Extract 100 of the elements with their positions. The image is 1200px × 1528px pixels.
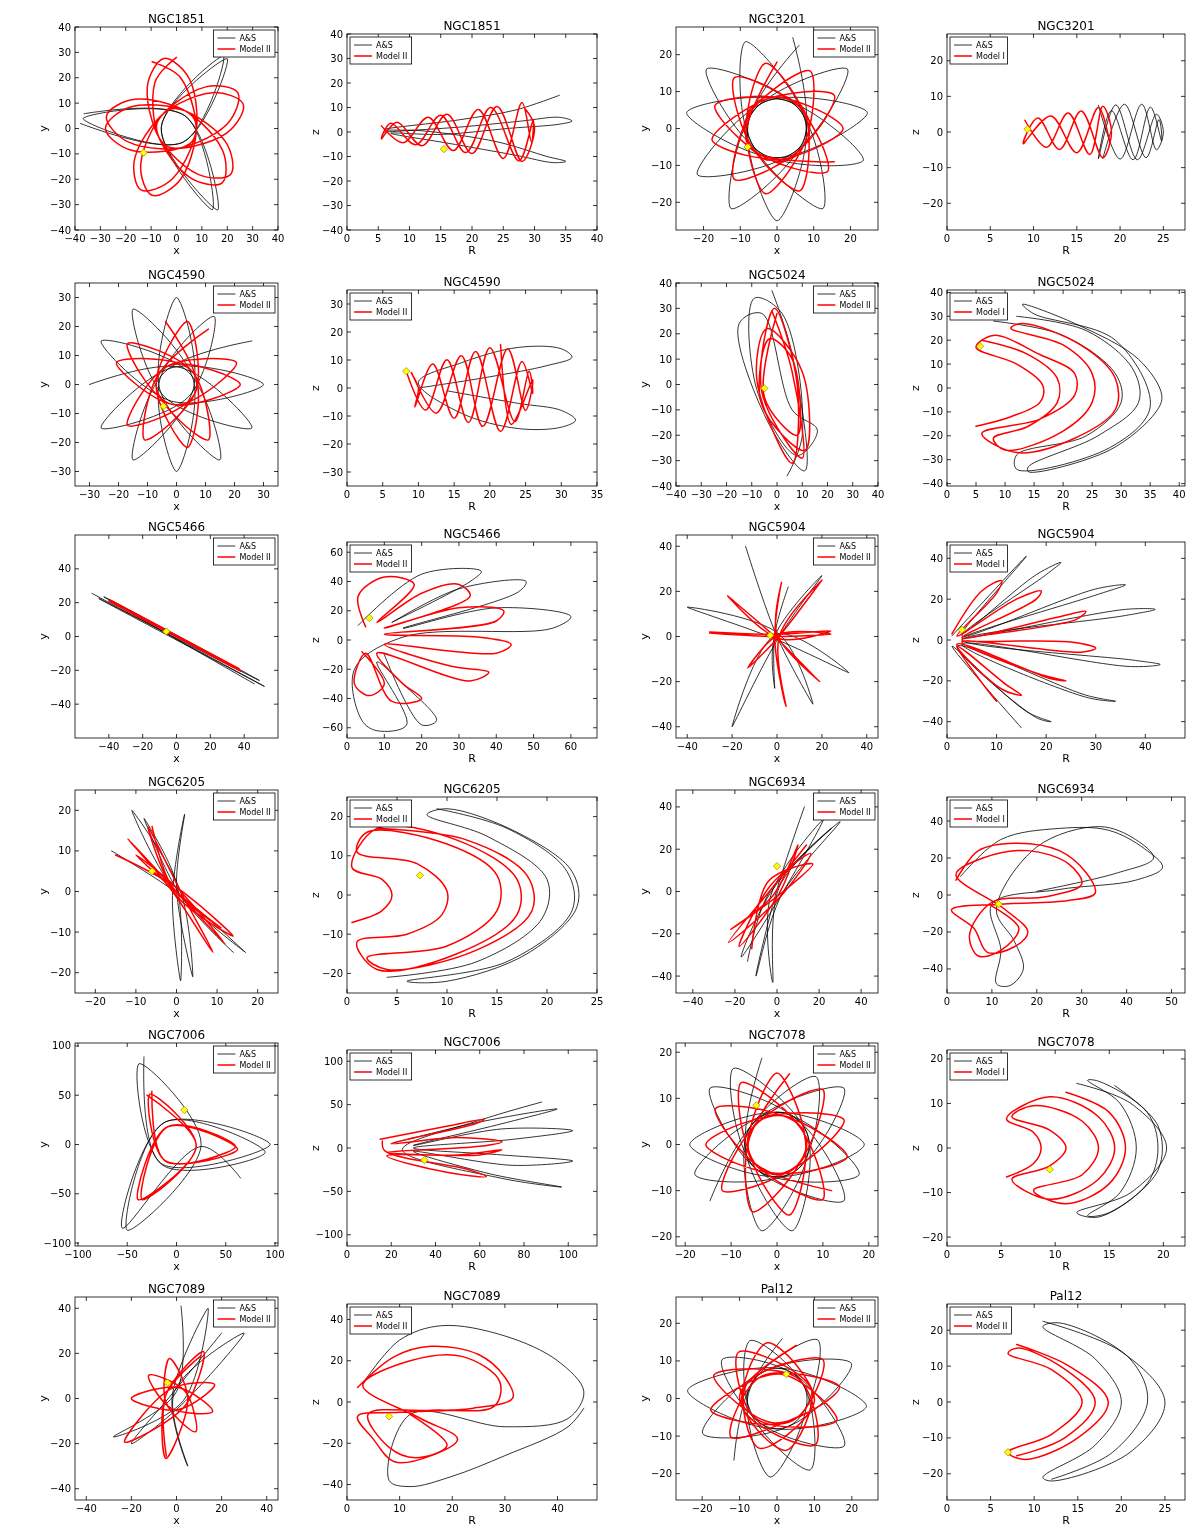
y-tick-label: 40 xyxy=(930,815,943,827)
y-tick-label: 100 xyxy=(323,1055,343,1067)
x-tick-label: 40 xyxy=(590,233,604,244)
y-tick-label: 20 xyxy=(58,72,71,84)
x-axis-title: x xyxy=(773,1514,781,1527)
x-tick-label: −20 xyxy=(132,741,154,752)
y-tick-label: 40 xyxy=(58,21,71,33)
y-tick-label: −30 xyxy=(921,454,943,466)
legend-label: A&S xyxy=(839,541,857,551)
x-tick-label: 20 xyxy=(844,233,857,244)
y-axis-title: z xyxy=(908,1398,922,1405)
legend-label: Model II xyxy=(239,807,271,817)
y-tick-label: −10 xyxy=(49,926,71,938)
line-series xyxy=(711,61,844,195)
x-tick-label: 25 xyxy=(1085,489,1099,500)
legend-label: A&S xyxy=(239,541,257,551)
x-tick-label: 10 xyxy=(377,741,391,752)
y-tick-label: 20 xyxy=(659,1046,672,1058)
x-tick-label: 20 xyxy=(220,233,234,244)
y-tick-label: 40 xyxy=(330,575,343,587)
x-tick-label: 35 xyxy=(1143,489,1157,500)
y-tick-label: 10 xyxy=(58,97,71,109)
x-tick-label: −10 xyxy=(741,489,763,500)
y-tick-label: 100 xyxy=(51,1040,71,1052)
y-tick-label: −20 xyxy=(921,197,943,209)
x-axis-title: R xyxy=(468,244,477,257)
legend-label: A&S xyxy=(976,1310,993,1320)
y-tick-label: −10 xyxy=(650,1185,672,1197)
y-axis-title: y xyxy=(36,887,50,895)
x-tick-label: 30 xyxy=(528,233,541,244)
y-tick-label: −20 xyxy=(650,928,672,940)
y-tick-label: 10 xyxy=(330,850,343,862)
y-tick-label: −20 xyxy=(321,663,343,675)
x-tick-label: 15 xyxy=(1102,1249,1116,1260)
x-tick-label: 20 xyxy=(845,1503,859,1514)
y-tick-label: −10 xyxy=(49,148,71,160)
line-series xyxy=(91,592,265,687)
x-tick-label: −10 xyxy=(729,233,751,244)
y-tick-label: −20 xyxy=(921,926,943,938)
y-tick-label: 0 xyxy=(665,1139,672,1150)
y-axis-title: y xyxy=(36,1140,50,1148)
x-tick-label: 0 xyxy=(173,996,180,1007)
x-tick-label: 20 xyxy=(1157,1249,1170,1260)
y-tick-label: −20 xyxy=(921,1231,943,1243)
legend-label: Model II xyxy=(839,1314,871,1324)
x-tick-label: 0 xyxy=(343,1249,351,1260)
y-tick-label: 0 xyxy=(665,123,672,134)
chart-title: NGC6934 xyxy=(748,775,806,789)
x-axis-title: R xyxy=(1062,1514,1071,1527)
y-tick-label: 40 xyxy=(930,552,943,564)
x-tick-label: 20 xyxy=(1114,1503,1128,1514)
y-axis-title: z xyxy=(908,891,922,898)
y-tick-label: −40 xyxy=(49,1483,71,1495)
y-tick-label: 20 xyxy=(58,804,71,816)
line-series xyxy=(737,290,818,477)
x-axis-title: R xyxy=(1062,500,1071,513)
legend-label: A&S xyxy=(839,1049,857,1059)
y-tick-label: −40 xyxy=(921,478,943,490)
line-series xyxy=(1005,1091,1127,1205)
line-series xyxy=(1042,1320,1166,1482)
x-tick-label: 50 xyxy=(527,741,540,752)
legend-label: A&S xyxy=(976,296,993,306)
x-tick-label: −20 xyxy=(692,233,715,244)
legend-label: Model I xyxy=(976,51,1005,61)
x-tick-label: 20 xyxy=(812,996,826,1007)
x-tick-label: 0 xyxy=(943,741,951,752)
line-series xyxy=(1076,1079,1168,1218)
x-tick-label: 35 xyxy=(590,489,604,500)
x-axis-title: R xyxy=(1062,752,1071,765)
y-tick-label: −30 xyxy=(321,466,343,478)
x-tick-label: 40 xyxy=(237,741,251,752)
x-tick-label: 0 xyxy=(773,741,781,752)
x-tick-label: −50 xyxy=(116,1249,138,1260)
x-tick-label: −30 xyxy=(78,489,101,500)
x-tick-label: 0 xyxy=(943,489,951,500)
x-tick-label: 40 xyxy=(854,996,868,1007)
x-axis-title: x xyxy=(773,500,781,513)
y-tick-label: 20 xyxy=(330,811,343,823)
y-axis-title: z xyxy=(908,636,922,643)
y-tick-label: −50 xyxy=(321,1185,343,1197)
y-tick-label: 0 xyxy=(336,634,343,646)
x-tick-label: 10 xyxy=(440,996,454,1007)
y-tick-label: −20 xyxy=(321,1437,343,1449)
y-tick-label: 20 xyxy=(659,328,672,340)
line-series xyxy=(710,1342,841,1452)
y-tick-label: 0 xyxy=(64,1139,71,1150)
chart-title: NGC5024 xyxy=(1037,275,1095,289)
x-axis-title: R xyxy=(468,752,477,765)
x-tick-label: −20 xyxy=(715,489,738,500)
y-tick-label: 10 xyxy=(330,102,343,113)
y-tick-label: 20 xyxy=(659,843,672,855)
y-tick-label: −20 xyxy=(650,1231,672,1243)
x-axis-title: x xyxy=(173,1007,181,1020)
x-tick-label: 0 xyxy=(773,1503,781,1514)
chart-title: NGC7006 xyxy=(443,1035,501,1049)
y-tick-label: 0 xyxy=(64,379,71,390)
chart-title: NGC6934 xyxy=(1037,782,1095,796)
y-tick-label: 20 xyxy=(58,321,71,332)
legend-label: Model II xyxy=(376,1321,408,1331)
line-series xyxy=(960,826,1163,987)
